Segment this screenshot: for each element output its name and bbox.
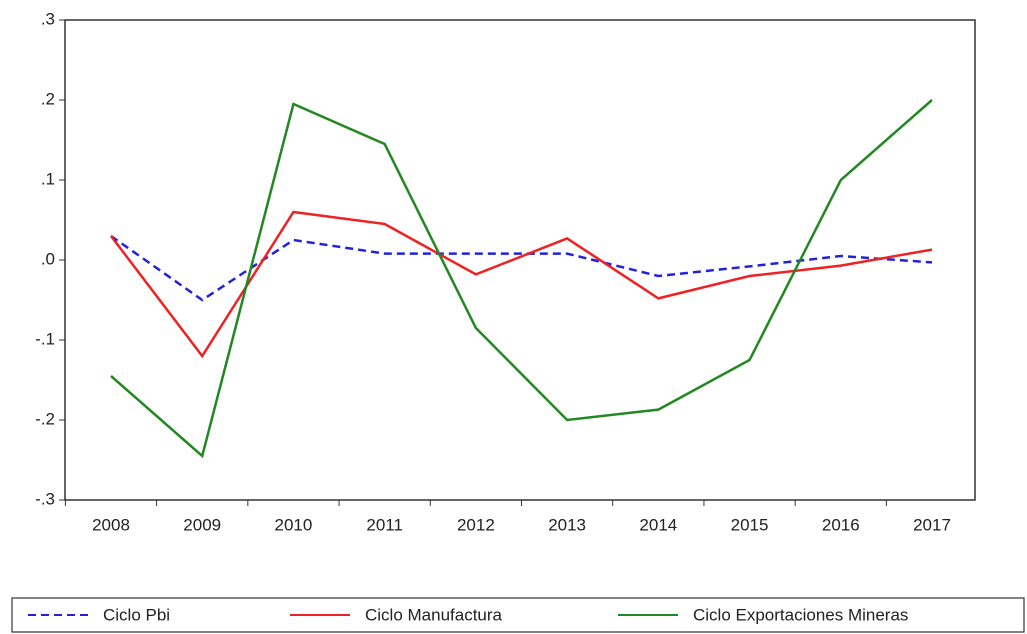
series-line [110,99,933,459]
y-tick-label: .0 [41,249,55,268]
legend-label: Ciclo Exportaciones Mineras [693,605,908,624]
legend-box [11,597,1025,633]
y-tick-label: -.3 [35,489,55,508]
y-tick-label: .3 [41,9,55,28]
x-tick-label: 2010 [275,515,313,534]
x-tick-label: 2016 [822,515,860,534]
x-tick-label: 2009 [183,515,221,534]
x-tick-label: 2017 [913,515,951,534]
plot-frame [64,19,976,501]
x-tick-label: 2013 [548,515,586,534]
x-tick-label: 2014 [639,515,677,534]
series-line [110,234,933,302]
y-tick-label: -.2 [35,409,55,428]
legend-label: Ciclo Pbi [103,605,170,624]
x-tick-label: 2011 [366,515,403,534]
x-tick-label: 2012 [457,515,495,534]
y-tick-label: -.1 [35,329,55,348]
legend-label: Ciclo Manufactura [365,605,503,624]
x-tick-label: 2008 [92,515,130,534]
x-tick-label: 2015 [731,515,769,534]
y-tick-label: .1 [41,169,55,188]
y-tick-label: .2 [41,89,55,108]
